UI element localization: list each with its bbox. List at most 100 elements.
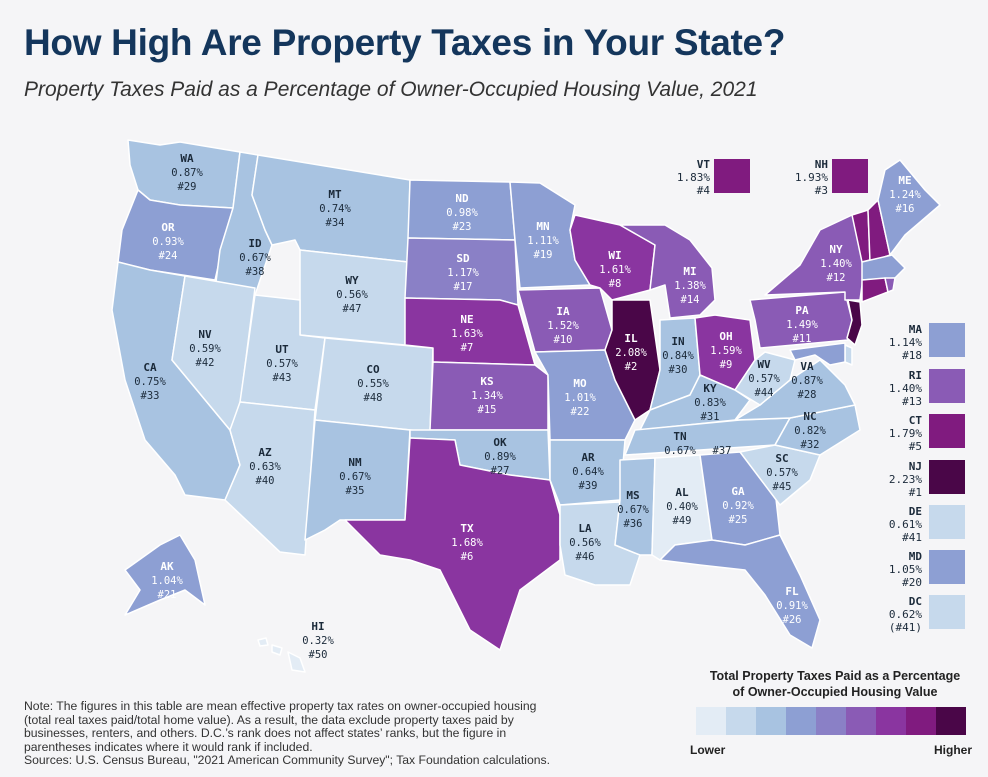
svg-text:0.56%: 0.56% (336, 289, 368, 301)
label-mo: MO 1.01% #22 (564, 377, 596, 418)
svg-text:AR: AR (581, 451, 595, 464)
svg-text:UT: UT (275, 343, 289, 356)
label-nd: ND 0.98% #23 (446, 192, 478, 233)
svg-text:0.87%: 0.87% (171, 167, 203, 179)
state-shape-tx[interactable] (344, 437, 561, 651)
svg-text:#49: #49 (673, 515, 692, 527)
label-ne: NE 1.63% #7 (451, 313, 483, 354)
state-shape-ma[interactable] (861, 254, 906, 281)
state-shape-ri[interactable] (884, 277, 896, 293)
svg-text:VA: VA (800, 360, 814, 373)
label-wa: WA 0.87% #29 (171, 152, 203, 193)
svg-text:0.87%: 0.87% (791, 375, 823, 387)
swatch-nh[interactable] (832, 159, 868, 193)
svg-text:SD: SD (456, 252, 470, 265)
svg-text:0.74%: 0.74% (319, 203, 351, 215)
label-co: CO 0.55% #48 (357, 363, 389, 404)
legend-high-label: Higher (934, 743, 973, 757)
svg-text:#2: #2 (625, 361, 638, 373)
state-shape-sc[interactable] (739, 444, 821, 506)
svg-text:#23: #23 (453, 221, 472, 233)
svg-text:CA: CA (143, 361, 157, 374)
svg-text:#47: #47 (343, 303, 362, 315)
svg-text:PA: PA (795, 304, 809, 317)
svg-text:1.59%: 1.59% (710, 345, 742, 357)
state-shape-de[interactable] (844, 344, 853, 366)
label-wi: WI 1.61% #8 (599, 249, 631, 290)
svg-text:#27: #27 (491, 465, 510, 477)
svg-text:#35: #35 (346, 485, 365, 497)
callout-de: DE 0.61% #41 (888, 505, 922, 544)
svg-text:0.32%: 0.32% (302, 635, 334, 647)
label-ia: IA 1.52% #10 (547, 305, 579, 346)
state-shape-ak[interactable] (124, 534, 206, 616)
legend-step-6 (846, 707, 876, 735)
svg-text:FL: FL (785, 585, 799, 598)
svg-text:0.75%: 0.75% (134, 376, 166, 388)
svg-text:1.34%: 1.34% (471, 390, 503, 402)
svg-text:NV: NV (198, 328, 212, 341)
svg-text:1.63%: 1.63% (451, 328, 483, 340)
svg-text:#38: #38 (246, 266, 265, 278)
svg-text:#39: #39 (579, 480, 598, 492)
svg-text:KS: KS (480, 375, 493, 388)
state-shape-mi[interactable] (619, 224, 716, 319)
label-sc: SC 0.57% #45 (766, 452, 798, 493)
svg-text:#24: #24 (159, 250, 178, 262)
svg-text:NC: NC (803, 410, 816, 423)
svg-text:#32: #32 (801, 439, 820, 451)
swatch-de[interactable] (929, 505, 965, 539)
svg-text:0.57%: 0.57% (266, 358, 298, 370)
swatch-ri[interactable] (929, 369, 965, 403)
swatch-ma[interactable] (929, 323, 965, 357)
swatch-md[interactable] (929, 550, 965, 584)
label-la: LA 0.56% #46 (569, 522, 601, 563)
svg-text:1.68%: 1.68% (451, 537, 483, 549)
svg-text:0.57%: 0.57% (748, 373, 780, 385)
svg-text:1.52%: 1.52% (547, 320, 579, 332)
svg-text:AL: AL (675, 486, 689, 499)
state-shape-ks[interactable] (429, 361, 549, 431)
state-shape-ar[interactable] (549, 439, 626, 506)
state-shape-ct[interactable] (861, 277, 889, 303)
svg-text:#44: #44 (755, 387, 774, 399)
svg-text:#14: #14 (681, 294, 700, 306)
svg-text:1.40%: 1.40% (820, 258, 852, 270)
svg-text:#19: #19 (534, 249, 553, 261)
legend-step-7 (876, 707, 906, 735)
label-nv: NV 0.59% #42 (189, 328, 221, 369)
label-ky: KY 0.83% #31 (694, 382, 726, 423)
swatch-dc[interactable] (929, 595, 965, 629)
svg-text:#45: #45 (773, 481, 792, 493)
state-shape-md[interactable] (789, 342, 846, 366)
svg-text:1.17%: 1.17% (447, 267, 479, 279)
svg-text:#37: #37 (713, 445, 732, 457)
legend-step-8 (906, 707, 936, 735)
svg-text:#42: #42 (196, 357, 215, 369)
label-mi: MI 1.38% #14 (674, 265, 706, 306)
swatch-vt[interactable] (714, 159, 750, 193)
label-al: AL 0.40% #49 (666, 486, 698, 527)
state-shape-nj[interactable] (846, 299, 863, 346)
label-ok: OK 0.89% #27 (484, 436, 516, 477)
svg-text:#6: #6 (461, 551, 474, 563)
svg-text:0.64%: 0.64% (572, 466, 604, 478)
state-shape-fl[interactable] (659, 534, 821, 649)
svg-text:MS: MS (626, 489, 639, 502)
state-shape-il[interactable] (604, 299, 661, 421)
swatch-nj[interactable] (929, 460, 965, 494)
swatch-ct[interactable] (929, 414, 965, 448)
state-shape-hi[interactable] (257, 637, 306, 673)
label-nm: NM 0.67% #35 (339, 456, 371, 497)
svg-text:1.04%: 1.04% (151, 575, 183, 587)
svg-text:0.40%: 0.40% (666, 501, 698, 513)
state-shape-me[interactable] (877, 159, 941, 256)
label-ms: MS 0.67% #36 (617, 489, 649, 530)
svg-text:TN: TN (673, 430, 686, 443)
svg-text:1.38%: 1.38% (674, 280, 706, 292)
label-oh: OH 1.59% #9 (710, 330, 742, 371)
svg-text:KY: KY (703, 382, 717, 395)
svg-text:WY: WY (345, 274, 359, 287)
legend-step-3 (756, 707, 786, 735)
